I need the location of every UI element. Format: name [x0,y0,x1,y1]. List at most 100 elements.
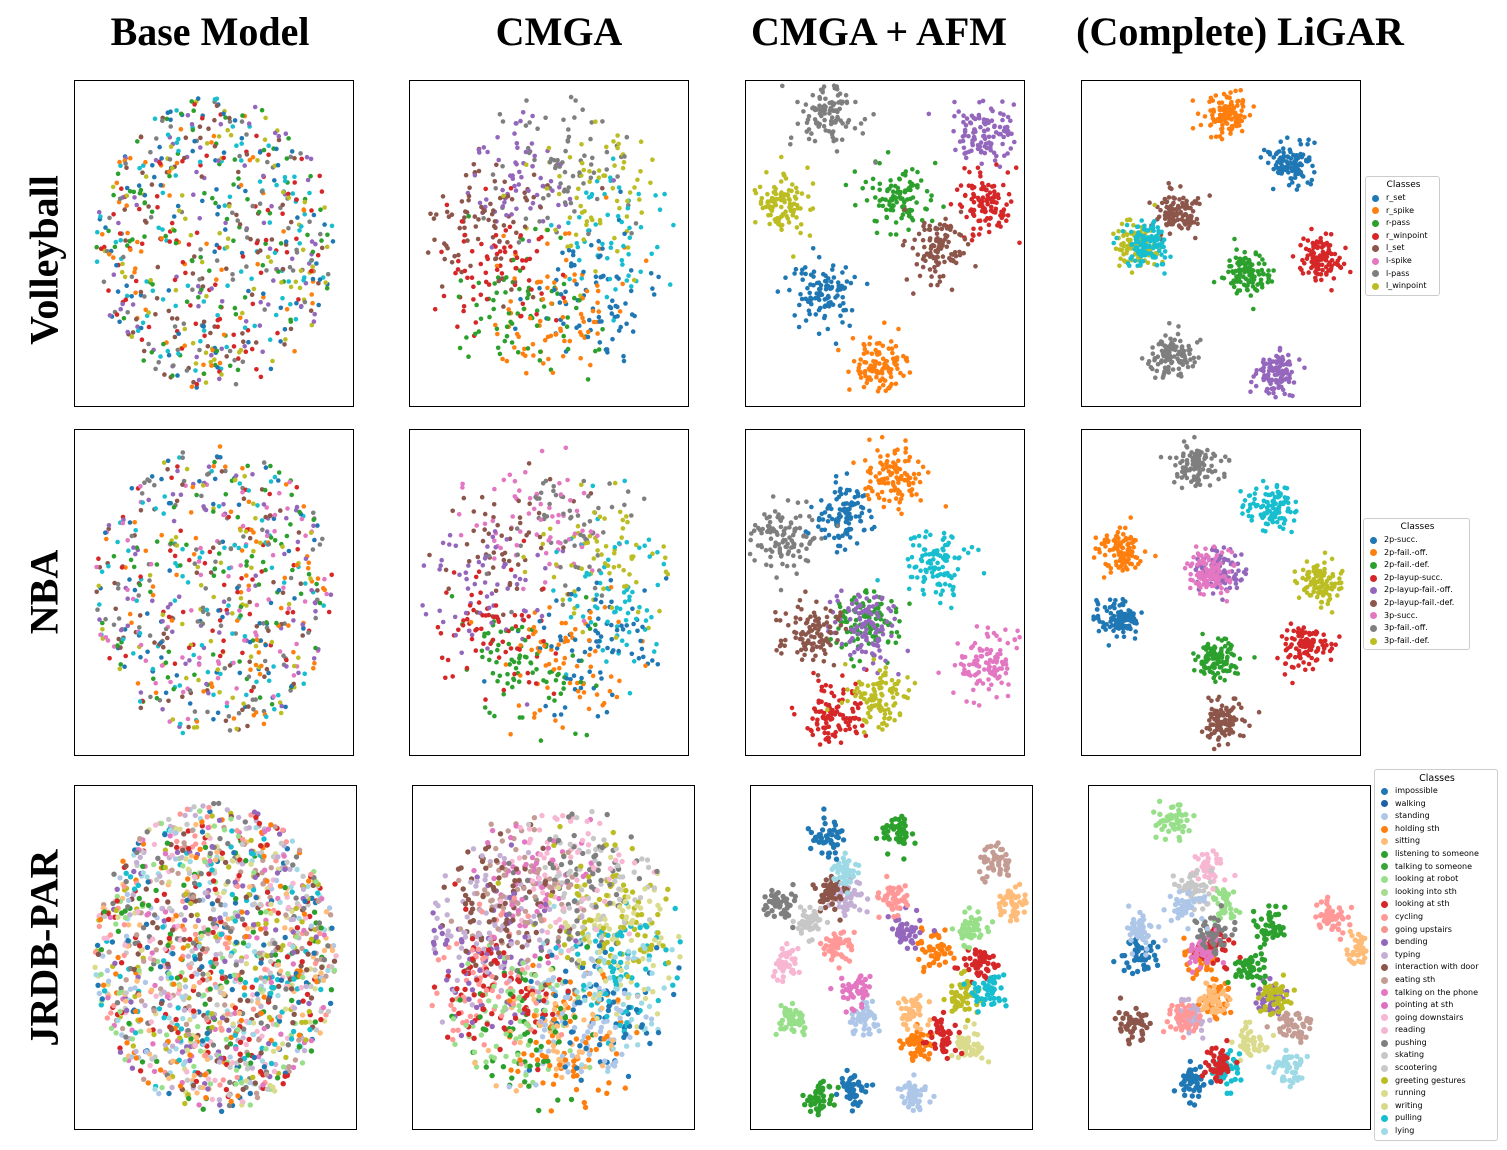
scatter-point [1159,244,1164,250]
scatter-point [282,551,287,557]
scatter-point [1329,251,1334,257]
scatter-point [567,597,573,602]
scatter-point [242,473,247,479]
scatter-point [269,565,275,571]
scatter-point [566,134,572,140]
scatter-point [231,344,237,349]
scatter-point [573,731,578,737]
scatter-point [505,671,510,677]
scatter-point [1161,373,1166,379]
scatter-point [820,87,825,93]
scatter-point [489,620,494,626]
scatter-point [963,123,969,128]
scatter-point [274,620,279,626]
scatter-point [994,200,999,205]
scatter-point [1006,191,1012,197]
scatter-point [194,381,200,387]
scatter-point [236,356,241,361]
scatter-point [866,484,871,490]
scatter-point [903,173,908,178]
scatter-point [641,654,646,660]
scatter-point [603,195,609,200]
scatter-point [481,641,486,646]
scatter-point [271,694,276,699]
scatter-point [599,676,604,681]
scatter-point [558,292,564,297]
scatter-point [819,511,825,517]
scatter-point [164,116,170,122]
scatter-point [596,347,602,352]
scatter-point [115,539,120,545]
scatter-point [805,285,810,291]
scatter-point [266,597,271,602]
scatter-point [226,514,231,520]
scatter-point [511,257,516,263]
scatter-point [1240,104,1246,109]
scatter-point [619,623,624,628]
scatter-point [836,543,841,549]
scatter-point [103,530,108,535]
scatter-point [297,241,302,246]
scatter-point [1284,361,1289,367]
scatter-point [232,118,238,123]
scatter-point [896,458,901,463]
scatter-point [506,311,512,316]
scatter-point [211,464,216,469]
scatter-point [1139,356,1145,361]
scatter-point [596,309,602,314]
scatter-point [823,128,828,133]
scatter-point [255,158,260,163]
scatter-point [852,169,858,174]
scatter-point [466,628,472,634]
scatter-point [888,488,894,494]
scatter-plot [94,96,336,390]
scatter-point [1167,353,1173,358]
scatter-point [255,250,261,255]
scatter-point [991,150,997,156]
scatter-point [115,289,121,294]
scatter-point [772,217,778,222]
scatter-point [868,627,874,632]
scatter-point [127,189,133,194]
scatter-point [550,514,555,519]
scatter-point [96,556,101,561]
scatter-point [810,92,816,98]
scatter-point [609,622,614,628]
scatter-point [267,513,273,518]
scatter-point [487,657,492,663]
scatter-point [864,198,870,203]
scatter-point [284,533,290,539]
scatter-point [238,528,243,533]
scatter-point [299,156,304,162]
scatter-point [481,145,487,150]
scatter-point [997,124,1003,130]
scatter-point [976,232,982,237]
scatter-point [570,249,576,254]
scatter-point [594,539,600,544]
scatter-point [491,550,497,555]
scatter-point [765,200,770,206]
scatter-point [855,705,861,711]
scatter-point [250,472,255,477]
scatter-point [1185,214,1191,220]
scatter-point [842,608,847,614]
scatter-point [888,178,893,183]
scatter-point [517,515,523,520]
scatter-point [1297,137,1302,143]
scatter-point [189,122,195,127]
scatter-point [132,269,137,275]
scatter-point [462,232,467,238]
scatter-point [1002,153,1007,158]
scatter-point [1147,200,1152,205]
scatter-point [633,542,639,548]
scatter-point [200,115,205,121]
scatter-point [504,275,509,280]
scatter-point [468,263,473,269]
scatter-point [560,597,566,603]
scatter-point [1168,336,1173,342]
scatter-point [808,282,813,287]
scatter-point [627,690,633,696]
scatter-point [187,701,193,706]
scatter-point [1151,236,1156,241]
scatter-point [1225,111,1231,117]
